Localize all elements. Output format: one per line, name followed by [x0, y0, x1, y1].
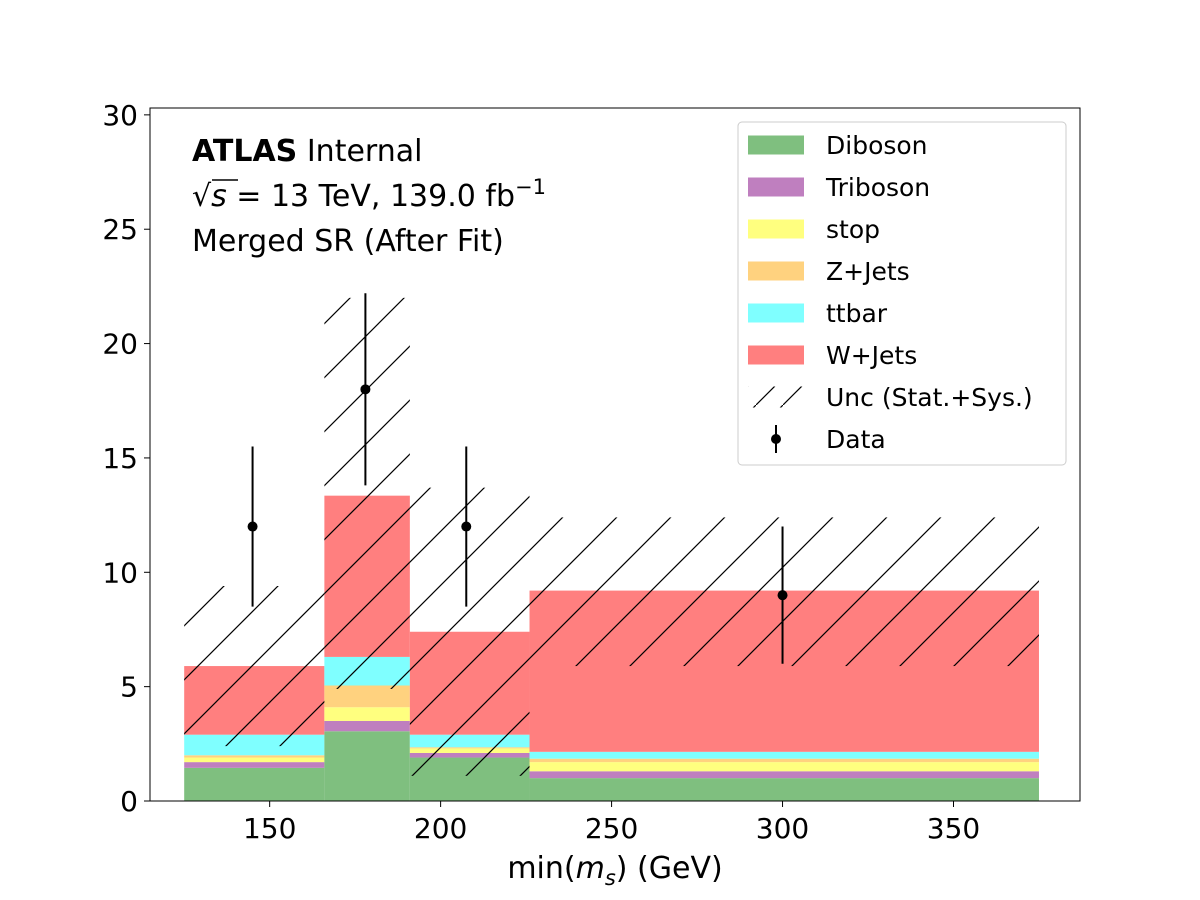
legend-label-triboson: Triboson [825, 173, 930, 202]
bar-z-jets-bin-3 [529, 758, 1039, 763]
y-tick-label-5: 5 [120, 671, 138, 704]
uncertainty-band-bin-0 [184, 586, 325, 747]
legend-swatch-stop [748, 219, 804, 239]
bar-stop-bin-1 [324, 707, 410, 721]
legend-swatch-data-point [771, 434, 781, 444]
uncertainty-bands [184, 297, 1039, 776]
legend-entry-triboson: Triboson [748, 173, 930, 202]
legend-entry-w-jets: W+Jets [748, 341, 917, 370]
plot-frame [149, 107, 1081, 802]
y-tick-label-0: 0 [120, 785, 138, 818]
bar-ttbar-bin-3 [529, 751, 1039, 759]
legend-label-z-jets: Z+Jets [826, 257, 910, 286]
legend-entry-diboson: Diboson [748, 131, 928, 160]
x-tick-label-150: 150 [243, 812, 296, 845]
data-point-1 [360, 384, 371, 395]
bar-triboson-bin-0 [184, 762, 325, 768]
bar-stop-bin-3 [529, 762, 1039, 772]
bar-z-jets-bin-0 [184, 755, 325, 758]
legend-swatch-ttbar [748, 303, 804, 323]
energy-lumi-label: √s = 13 TeV, 139.0 fb−1 [192, 175, 546, 214]
legend-entry-stop: stop [748, 215, 880, 244]
bar-triboson-bin-3 [529, 771, 1039, 779]
legend-label-ttbar: ttbar [826, 299, 888, 328]
y-tick-label-15: 15 [102, 442, 138, 475]
bar-diboson-bin-3 [529, 778, 1039, 801]
y-tick-label-25: 25 [102, 213, 138, 246]
legend-label-stop: stop [826, 215, 880, 244]
atlas-annotation: ATLAS Internal √s = 13 TeV, 139.0 fb−1 M… [192, 134, 546, 259]
uncertainty-band-bin-2 [409, 487, 530, 776]
legend-frame [737, 121, 1067, 466]
y-tick-label-30: 30 [102, 99, 138, 132]
bar-diboson-bin-0 [184, 767, 325, 801]
region-label: Merged SR (After Fit) [192, 224, 504, 259]
legend-swatch-w-jets [748, 345, 804, 365]
legend-swatch-triboson [748, 177, 804, 197]
legend-entry-data: Data [771, 425, 886, 454]
legend-swatch-diboson [748, 135, 804, 155]
legend-swatch-z-jets [748, 261, 804, 281]
bar-triboson-bin-1 [324, 720, 410, 732]
y-tick-label-20: 20 [102, 328, 138, 361]
data-points [247, 293, 788, 664]
y-axis-ticks: 0 5 10 15 20 25 30 [102, 99, 150, 818]
legend-label-diboson: Diboson [826, 131, 928, 160]
legend-entry-unc-stat-sys: Unc (Stat.+Sys.) [748, 383, 1033, 412]
atlas-label: ATLAS Internal [192, 134, 422, 169]
y-tick-label-10: 10 [102, 556, 138, 589]
bar-z-jets-bin-1 [324, 685, 410, 708]
legend-label-unc-stat-sys: Unc (Stat.+Sys.) [826, 383, 1033, 412]
legend: Diboson Triboson stop Z+Jets ttbar W+Jets Unc … [737, 121, 1067, 466]
bar-stop-bin-0 [184, 757, 325, 763]
x-axis-label: min(ms) (GeV) [507, 851, 722, 890]
legend-entry-z-jets: Z+Jets [748, 257, 910, 286]
legend-label-data: Data [826, 425, 886, 454]
x-tick-label-300: 300 [756, 812, 809, 845]
bar-diboson-bin-1 [324, 731, 410, 801]
legend-swatch-uncertainty [748, 386, 804, 408]
uncertainty-band-bin-1 [324, 297, 410, 689]
x-tick-label-350: 350 [927, 812, 980, 845]
x-tick-label-200: 200 [414, 812, 467, 845]
legend-label-w-jets: W+Jets [826, 341, 917, 370]
data-point-3 [777, 590, 788, 601]
data-point-2 [461, 521, 472, 532]
data-point-0 [247, 521, 258, 532]
legend-entry-ttbar: ttbar [748, 299, 888, 328]
x-tick-label-250: 250 [585, 812, 638, 845]
x-axis-ticks: 150 200 250 300 350 [243, 801, 980, 845]
